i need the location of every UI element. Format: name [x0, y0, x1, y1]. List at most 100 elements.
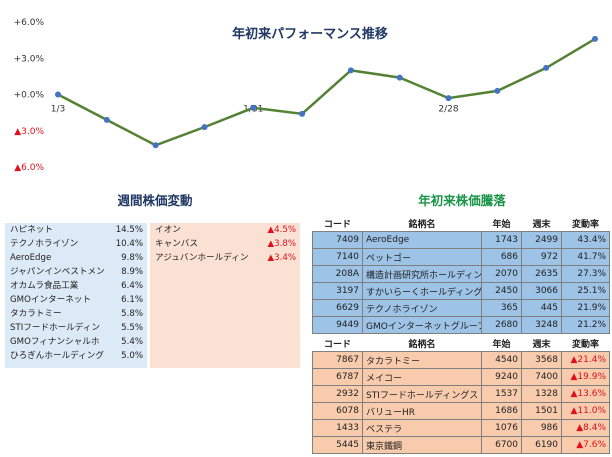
weekly-change-title: 週間株価変動	[117, 193, 193, 208]
end-price: 1501	[521, 402, 562, 420]
table-row: 2932 STIフードホールディングス 1537 1328 ▲13.6%	[312, 385, 610, 403]
end-price: 986	[521, 419, 562, 437]
start-price: 6700	[481, 436, 522, 454]
data-point	[55, 91, 61, 98]
stock-name: STIフードホールディン	[10, 323, 100, 333]
stock-name: GMOインターネットグループ	[362, 316, 482, 334]
change-value: 10.4%	[115, 239, 143, 249]
data-point	[396, 74, 403, 81]
change-rate: 27.3%	[561, 265, 610, 283]
ytd-change-title: 年初来株価騰落	[418, 193, 506, 208]
stock-name: GMOインターネット	[10, 295, 91, 305]
data-point	[299, 110, 306, 117]
table-row: 5445 東京鐵鋼 6700 6190 ▲7.6%	[312, 436, 610, 454]
stock-name: すかいらーくホールディングス	[362, 282, 482, 300]
col-header-name: 銘柄名	[362, 336, 482, 352]
weekly-loser-row: アジュバンホールディン ▲3.4%	[150, 251, 300, 265]
stock-code: 9449	[312, 316, 363, 334]
stock-name: タカラトミー	[362, 351, 482, 369]
ytd-performance-chart: 年初来パフォーマンス推移 +6.0% +3.0% +0.0% ▲3.0% ▲6.0% 1…	[0, 0, 612, 180]
end-price: 7400	[521, 368, 562, 386]
stock-name: AeroEdge	[362, 231, 482, 249]
change-rate: ▲8.4%	[561, 419, 610, 437]
weekly-loser-row: イオン ▲4.5%	[150, 223, 300, 237]
start-price: 1537	[481, 385, 522, 403]
stock-name: 東京鐵鋼	[362, 436, 482, 454]
col-header-end: 週末	[521, 336, 562, 352]
chart-svg: 年初来パフォーマンス推移 +6.0% +3.0% +0.0% ▲3.0% ▲6.0% 1…	[14, 18, 598, 173]
end-price: 2499	[521, 231, 562, 249]
col-header-end: 週末	[521, 216, 562, 232]
start-price: 2070	[481, 265, 522, 283]
table-row: 7409 AeroEdge 1743 2499 43.4%	[312, 231, 610, 249]
col-header-code: コード	[312, 336, 363, 352]
stock-code: 2932	[312, 385, 363, 403]
col-header-code: コード	[312, 216, 363, 232]
end-price: 6190	[521, 436, 562, 454]
ytd-gainers-table: コード 銘柄名 年始 週末 変動率 7409 AeroEdge 1743 2499 43…	[312, 216, 610, 334]
y-tick-label: ▲6.0%	[14, 163, 44, 173]
col-header-rate: 変動率	[561, 216, 610, 232]
data-point	[250, 104, 257, 111]
stock-name: STIフードホールディングス	[362, 385, 482, 403]
change-value: 5.4%	[121, 337, 143, 347]
change-rate: ▲13.6%	[561, 385, 610, 403]
end-price: 3066	[521, 282, 562, 300]
table-row: 6787 メイコー 9240 7400 ▲19.9%	[312, 368, 610, 386]
stock-name: メイコー	[362, 368, 482, 386]
change-rate: 21.2%	[561, 316, 610, 334]
data-point	[103, 116, 110, 123]
stock-code: 6629	[312, 299, 363, 317]
stock-code: 3197	[312, 282, 363, 300]
weekly-gainers-list: ハピネット 14.5% テクノホライゾン 10.4% AeroEdge 9.8% ジャパンイ…	[5, 223, 147, 368]
stock-name: ベステラ	[362, 419, 482, 437]
stock-name: 構造計画研究所ホールディングス	[362, 265, 482, 283]
stock-code: 1433	[312, 419, 363, 437]
start-price: 2450	[481, 282, 522, 300]
start-price: 2680	[481, 316, 522, 334]
data-point	[201, 124, 208, 131]
data-point	[543, 64, 550, 71]
start-price: 365	[481, 299, 522, 317]
change-value: 5.0%	[121, 351, 143, 361]
stock-name: イオン	[155, 225, 181, 235]
change-rate: 21.9%	[561, 299, 610, 317]
data-point	[494, 87, 501, 94]
weekly-gainer-row: GMOインターネット 6.1%	[5, 293, 147, 307]
stock-name: タカラトミー	[10, 309, 62, 319]
weekly-gainer-row: タカラトミー 5.8%	[5, 307, 147, 321]
start-price: 9240	[481, 368, 522, 386]
table-row: 1433 ベステラ 1076 986 ▲8.4%	[312, 419, 610, 437]
change-value: 9.8%	[121, 253, 143, 263]
change-rate: ▲19.9%	[561, 368, 610, 386]
change-value: ▲3.8%	[267, 239, 296, 249]
y-tick-label: +0.0%	[14, 91, 45, 101]
start-price: 1743	[481, 231, 522, 249]
stock-code: 6787	[312, 368, 363, 386]
weekly-gainer-row: AeroEdge 9.8%	[5, 251, 147, 265]
end-price: 972	[521, 248, 562, 266]
table-row: 7140 ペットゴー 686 972 41.7%	[312, 248, 610, 266]
y-tick-label: +3.0%	[14, 54, 45, 64]
col-header-start: 年始	[481, 216, 522, 232]
stock-name: AeroEdge	[10, 253, 52, 263]
weekly-gainer-row: ジャパンインベストメン 8.9%	[5, 265, 147, 279]
col-header-rate: 変動率	[561, 336, 610, 352]
chart-title: 年初来パフォーマンス推移	[232, 26, 388, 42]
stock-code: 208A	[312, 265, 363, 283]
end-price: 1328	[521, 385, 562, 403]
stock-name: キャンバス	[155, 239, 198, 249]
col-header-name: 銘柄名	[362, 216, 482, 232]
weekly-loser-row: キャンバス ▲3.8%	[150, 237, 300, 251]
ytd-losers-table: コード 銘柄名 年始 週末 変動率 7867 タカラトミー 4540 3568 ▲21.…	[312, 336, 610, 454]
weekly-gainer-row: オカムラ食品工業 6.4%	[5, 279, 147, 293]
end-price: 3248	[521, 316, 562, 334]
change-rate: ▲21.4%	[561, 351, 610, 369]
stock-code: 7867	[312, 351, 363, 369]
stock-name: アジュバンホールディン	[155, 253, 249, 263]
stock-name: ジャパンインベストメン	[10, 267, 105, 277]
stock-name: GMOフィナンシャルホ	[10, 337, 100, 347]
end-price: 445	[521, 299, 562, 317]
stock-code: 6078	[312, 402, 363, 420]
table-row: 9449 GMOインターネットグループ 2680 3248 21.2%	[312, 316, 610, 334]
